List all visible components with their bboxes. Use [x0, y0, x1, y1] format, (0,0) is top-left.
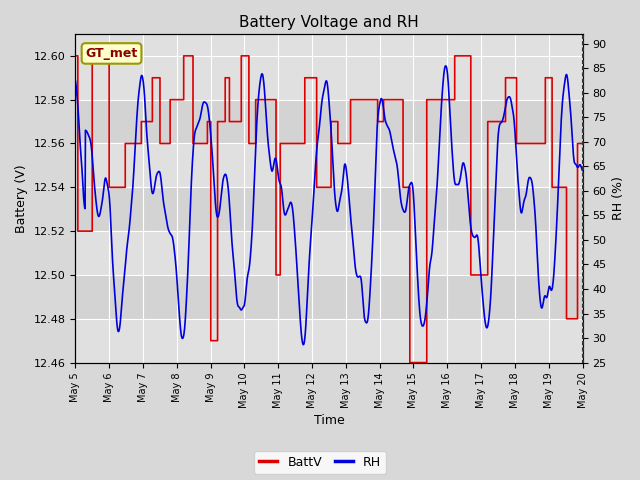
Y-axis label: RH (%): RH (%): [612, 176, 625, 220]
Bar: [76, 275, 582, 319]
Y-axis label: Battery (V): Battery (V): [15, 164, 28, 233]
Line: RH: RH: [76, 66, 582, 345]
Bar: [76, 187, 582, 231]
BattV: [301, 75, 308, 81]
RH: [579, 168, 586, 173]
RH: [307, 239, 314, 245]
RH: [442, 63, 449, 69]
RH: [360, 314, 368, 320]
RH: [111, 288, 118, 294]
BattV: [411, 360, 419, 365]
BattV: [72, 53, 79, 59]
BattV: [161, 141, 169, 146]
RH: [72, 77, 79, 83]
X-axis label: Time: Time: [314, 414, 344, 427]
Text: GT_met: GT_met: [85, 47, 138, 60]
BattV: [454, 53, 462, 59]
RH: [300, 342, 307, 348]
Title: Battery Voltage and RH: Battery Voltage and RH: [239, 15, 419, 30]
Line: BattV: BattV: [76, 56, 582, 362]
BattV: [371, 97, 378, 103]
BattV: [202, 141, 209, 146]
RH: [287, 200, 294, 205]
Bar: [76, 100, 582, 144]
RH: [297, 327, 305, 333]
RH: [131, 143, 139, 149]
BattV: [406, 360, 413, 365]
Legend: BattV, RH: BattV, RH: [253, 451, 387, 474]
BattV: [579, 141, 586, 146]
